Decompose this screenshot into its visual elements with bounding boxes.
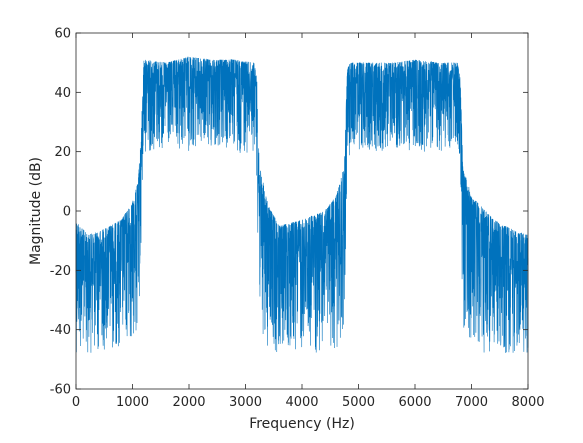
x-tick-label: 7000 [455, 395, 488, 410]
spectrum-line [75, 56, 529, 353]
x-tick-label: 5000 [342, 395, 375, 410]
series-layer [75, 56, 529, 353]
y-tick-label: 20 [54, 145, 71, 160]
y-ticks: -60 -40 -20 0 20 40 60 [50, 27, 528, 398]
x-tick-label: 6000 [398, 395, 431, 410]
x-tick-label: 3000 [229, 395, 262, 410]
y-tick-label: 40 [54, 86, 71, 101]
x-axis-label: Frequency (Hz) [249, 416, 355, 432]
x-ticks: 0 1000 2000 3000 4000 5000 6000 7000 8000 [72, 33, 545, 410]
x-tick-label: 0 [72, 395, 80, 410]
y-tick-label: -40 [50, 323, 71, 338]
y-tick-label: -20 [50, 264, 71, 279]
y-tick-label: 0 [63, 205, 71, 220]
y-axis-label: Magnitude (dB) [28, 157, 44, 265]
y-tick-label: -60 [50, 383, 71, 398]
x-tick-label: 8000 [511, 395, 544, 410]
x-tick-label: 4000 [285, 395, 318, 410]
x-tick-label: 1000 [116, 395, 149, 410]
x-tick-label: 2000 [172, 395, 205, 410]
y-tick-label: 60 [54, 27, 71, 42]
